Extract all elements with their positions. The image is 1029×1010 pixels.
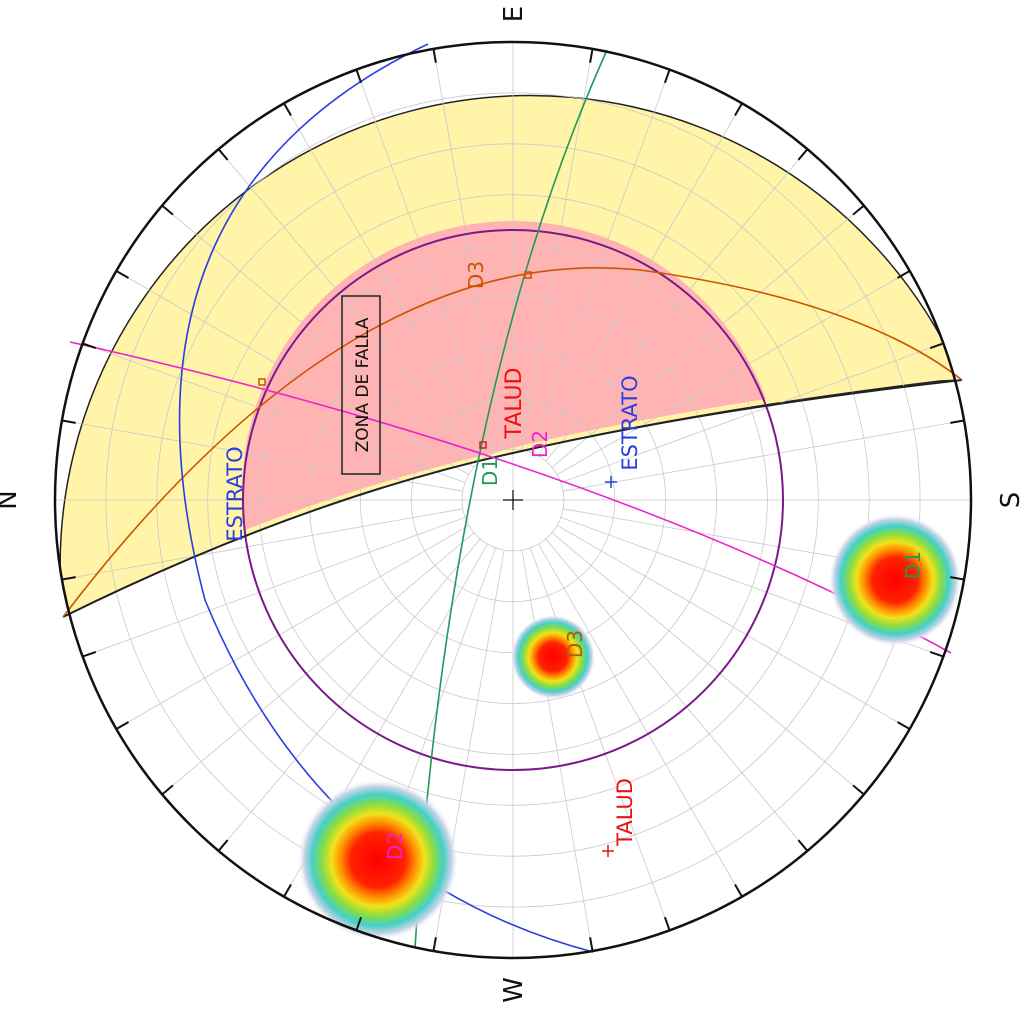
degree-tick bbox=[950, 419, 965, 424]
pole-density-contours bbox=[298, 514, 961, 940]
friction-cone-circle bbox=[242, 229, 784, 771]
net-grid-radial bbox=[530, 547, 670, 931]
great-circle-d3 bbox=[62, 266, 963, 618]
degree-tick bbox=[217, 839, 229, 852]
degree-tick bbox=[852, 204, 865, 216]
great-circle-d1 bbox=[414, 49, 608, 949]
net-grid-radial bbox=[563, 420, 965, 492]
compass-south: S bbox=[996, 492, 1026, 509]
degree-tick bbox=[161, 204, 174, 216]
fault-zone-label: ZONA DE FALLA bbox=[353, 317, 373, 452]
degree-ticks bbox=[61, 48, 965, 952]
net-grid-radial bbox=[521, 550, 593, 952]
net-grid-radial bbox=[530, 69, 670, 453]
net-grid-radial bbox=[433, 48, 505, 450]
degree-tick bbox=[82, 650, 97, 658]
intersection-marker bbox=[258, 378, 266, 386]
net-grid-radial bbox=[556, 270, 910, 475]
degree-tick bbox=[217, 148, 229, 161]
degree-tick bbox=[734, 883, 743, 898]
label-d2-great-circle: D2 bbox=[528, 430, 552, 458]
net-grid-radial bbox=[61, 420, 463, 492]
net-grid-radial bbox=[556, 525, 910, 730]
pole-cluster-d1 bbox=[829, 514, 961, 646]
net-grid-radial bbox=[218, 148, 481, 462]
net-grid-radial bbox=[82, 517, 466, 657]
degree-tick bbox=[432, 937, 437, 952]
fault-zone-fill bbox=[59, 94, 964, 619]
label-d3-great-circle: D3 bbox=[464, 261, 488, 289]
degree-tick bbox=[589, 937, 594, 952]
degree-tick bbox=[797, 148, 809, 161]
compass-east: E bbox=[499, 6, 529, 22]
degree-tick bbox=[432, 48, 437, 63]
degree-tick bbox=[283, 102, 292, 117]
label-slope-great-circle: TALUD bbox=[502, 368, 527, 440]
degree-tick bbox=[61, 576, 76, 581]
label-d1-great-circle: D1 bbox=[478, 458, 502, 486]
degree-tick bbox=[161, 784, 174, 796]
net-grid-radial bbox=[116, 270, 470, 475]
net-grid-radial bbox=[545, 538, 808, 852]
primitive-circle bbox=[53, 40, 973, 960]
degree-tick bbox=[950, 576, 965, 581]
net-grid-radial bbox=[551, 205, 865, 468]
degree-tick bbox=[929, 342, 944, 350]
pole-cluster-d2 bbox=[298, 780, 458, 940]
crosshair-icon bbox=[503, 490, 523, 510]
degree-tick bbox=[589, 48, 594, 63]
plus-icon bbox=[602, 845, 614, 857]
net-grid-radial bbox=[283, 103, 488, 457]
net-grid-radial bbox=[116, 525, 470, 730]
degree-tick bbox=[896, 721, 911, 730]
degree-tick bbox=[355, 69, 363, 84]
degree-tick bbox=[663, 69, 671, 84]
degree-tick bbox=[896, 270, 911, 279]
label-d1-pole: D1 bbox=[901, 551, 925, 579]
compass-north: N bbox=[0, 490, 23, 509]
label-slope-pole: TALUD bbox=[613, 778, 637, 847]
equal-angle-net-grid bbox=[55, 42, 971, 958]
net-grid-radial bbox=[61, 508, 463, 580]
degree-tick bbox=[734, 102, 743, 117]
degree-tick bbox=[283, 883, 292, 898]
degree-tick bbox=[797, 839, 809, 852]
net-grid-radial bbox=[521, 48, 593, 450]
degree-tick bbox=[82, 342, 97, 350]
net-grid-radial bbox=[551, 532, 865, 795]
fault-zone-label-box: ZONA DE FALLA bbox=[341, 295, 381, 475]
net-grid-radial bbox=[161, 205, 475, 468]
intersection-markers bbox=[258, 271, 532, 449]
degree-tick bbox=[852, 784, 865, 796]
degree-tick bbox=[115, 270, 130, 279]
label-bedding-pole: ESTRATO bbox=[618, 375, 642, 470]
label-d2-pole: D2 bbox=[383, 832, 407, 860]
label-bedding-great-circle: ESTRATO bbox=[223, 446, 247, 541]
degree-tick bbox=[663, 916, 671, 931]
intersection-marker bbox=[479, 441, 487, 449]
net-grid-radial bbox=[538, 543, 743, 897]
degree-tick bbox=[115, 721, 130, 730]
net-grid-radial bbox=[356, 69, 496, 453]
degree-tick bbox=[61, 419, 76, 424]
degree-tick bbox=[355, 916, 363, 931]
pole-cluster-d3 bbox=[511, 615, 595, 699]
plus-icon bbox=[605, 476, 617, 488]
compass-west: W bbox=[499, 977, 529, 1003]
net-grid-radial bbox=[161, 532, 475, 795]
net-grid-radial bbox=[545, 148, 808, 462]
intersection-marker bbox=[524, 271, 532, 279]
net-grid-radial bbox=[218, 538, 481, 852]
label-d3-pole: D3 bbox=[563, 630, 587, 658]
fault-zone-boundary bbox=[62, 379, 963, 618]
net-grid-radial bbox=[82, 343, 466, 483]
net-grid-radial bbox=[538, 103, 743, 457]
net-grid-radial bbox=[560, 343, 944, 483]
degree-tick bbox=[929, 650, 944, 658]
failure-zone-region bbox=[242, 221, 766, 530]
